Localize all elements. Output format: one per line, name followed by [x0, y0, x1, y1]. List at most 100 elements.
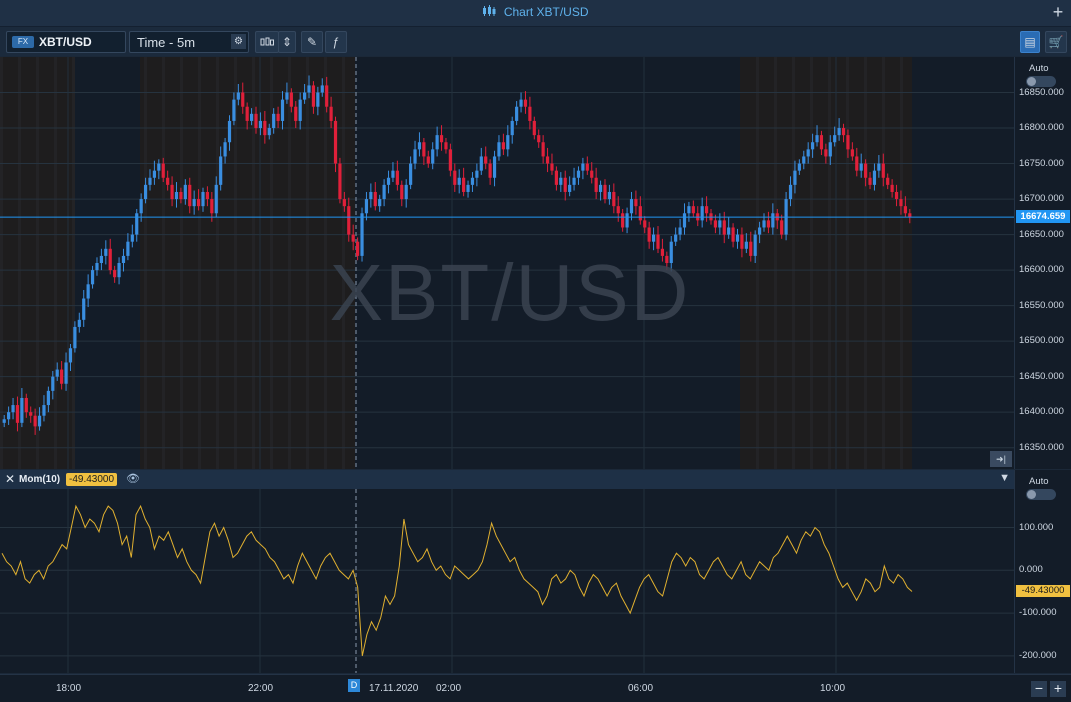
- indicator-icon[interactable]: ƒ: [325, 31, 347, 53]
- eye-icon[interactable]: 👁: [126, 473, 140, 485]
- candle-body: [232, 99, 236, 121]
- time-label: 18:00: [56, 683, 82, 694]
- price-auto-toggle[interactable]: [1026, 76, 1056, 87]
- candle-body: [501, 142, 505, 150]
- candle-body: [152, 170, 157, 178]
- chart-watermark: XBT/USD: [329, 248, 691, 337]
- candle-body: [585, 163, 589, 171]
- time-axis[interactable]: 18:00 22:00 D 17.11.2020 02:00 06:00 10:…: [0, 674, 1071, 702]
- candle-body: [766, 220, 771, 228]
- add-window-button[interactable]: +: [1052, 2, 1064, 22]
- candle-body: [841, 128, 846, 136]
- scroll-to-latest-button[interactable]: ➜|: [990, 451, 1012, 467]
- candle-body: [347, 206, 351, 235]
- candle-body: [223, 142, 227, 157]
- candle-body: [280, 99, 285, 121]
- candle-body: [130, 234, 134, 242]
- candle-body: [95, 263, 99, 271]
- collapse-triangle-icon[interactable]: ▼: [999, 472, 1010, 484]
- candle-body: [170, 184, 174, 200]
- timeframe-label: Time - 5m: [137, 35, 196, 50]
- session-stripe: [900, 57, 903, 469]
- price-tick-label: 16700.000: [1019, 193, 1064, 205]
- candle-body: [691, 206, 695, 214]
- candle-body: [108, 248, 112, 271]
- candle-body: [523, 99, 528, 107]
- candle-body: [868, 177, 872, 185]
- candle-body: [166, 177, 170, 185]
- session-stripe: [882, 57, 885, 469]
- indicator-tick-label: -200.000: [1019, 649, 1057, 661]
- candle-body: [497, 142, 501, 157]
- timeframe-selector[interactable]: Time - 5m ⚙: [129, 31, 249, 53]
- candle-body: [15, 405, 20, 423]
- symbol-selector[interactable]: FX XBT/USD: [6, 31, 126, 53]
- candle-body: [276, 113, 280, 121]
- candle-body: [351, 234, 355, 242]
- candle-body: [126, 241, 130, 256]
- candle-body: [881, 163, 885, 178]
- candle-body: [360, 213, 364, 256]
- candle-body: [413, 149, 417, 164]
- chevron-updown-icon[interactable]: ⇕: [278, 31, 296, 53]
- price-chart[interactable]: XBT/USD: [0, 57, 1014, 469]
- candle-body: [629, 199, 634, 214]
- candle-body: [621, 213, 625, 228]
- candle-body: [364, 199, 369, 214]
- price-tick-label: 16800.000: [1019, 122, 1064, 134]
- candle-body: [771, 213, 775, 228]
- title-bar: Chart XBT/USD +: [0, 0, 1071, 27]
- candle-body: [263, 120, 267, 136]
- candle-body: [674, 234, 678, 242]
- candle-body: [249, 113, 254, 121]
- candle-body: [890, 184, 894, 192]
- candle-body: [819, 135, 824, 150]
- candle-body: [735, 234, 740, 242]
- session-stripe: [36, 57, 39, 469]
- candle-body: [378, 199, 382, 207]
- candle-body: [757, 227, 762, 235]
- candle-body: [603, 184, 607, 200]
- candle-body: [572, 177, 576, 185]
- session-stripe: [288, 57, 291, 469]
- candle-body: [174, 191, 179, 200]
- candle-body: [121, 255, 126, 263]
- candle-body: [612, 191, 616, 207]
- momentum-chart-canvas[interactable]: [0, 489, 1014, 673]
- candle-body: [241, 92, 245, 107]
- zoom-out-button[interactable]: −: [1031, 681, 1047, 697]
- price-axis[interactable]: Auto 16850.000 16800.000 16750.000 16700.00…: [1014, 57, 1071, 469]
- candle-body: [82, 298, 86, 320]
- time-label: 22:00: [248, 683, 274, 694]
- candle-body: [267, 128, 271, 136]
- candle-body: [422, 142, 426, 157]
- symbol-type-badge: FX: [12, 36, 34, 48]
- cart-icon[interactable]: 🛒: [1045, 31, 1067, 53]
- chart-type-button[interactable]: [255, 31, 279, 53]
- zoom-in-button[interactable]: +: [1050, 681, 1066, 697]
- indicator-axis[interactable]: Auto 100.000 0.000 -100.000 -200.000 -49.43…: [1014, 470, 1071, 673]
- candle-body: [24, 397, 28, 413]
- candle-body: [448, 149, 452, 171]
- momentum-chart[interactable]: [0, 489, 1014, 673]
- price-chart-canvas[interactable]: [0, 57, 1014, 469]
- candle-body: [386, 177, 391, 185]
- candle-body: [42, 405, 46, 416]
- indicator-auto-toggle[interactable]: [1026, 489, 1056, 500]
- day-marker-badge: D: [348, 679, 360, 692]
- candle-body: [245, 106, 249, 121]
- gear-icon[interactable]: ⚙: [231, 34, 246, 49]
- candle-body: [46, 390, 50, 406]
- candle-body: [457, 177, 461, 185]
- candle-body: [90, 270, 95, 285]
- close-icon[interactable]: ✕: [5, 472, 16, 486]
- candle-body: [466, 184, 470, 192]
- candle-body: [563, 177, 567, 192]
- candle-body: [285, 92, 289, 100]
- layout-icon[interactable]: ▤: [1020, 31, 1040, 53]
- candle-body: [391, 170, 395, 178]
- pencil-icon[interactable]: ✎: [301, 31, 323, 53]
- candle-body: [439, 135, 444, 143]
- momentum-line: [1, 504, 913, 657]
- time-label: 02:00: [436, 683, 462, 694]
